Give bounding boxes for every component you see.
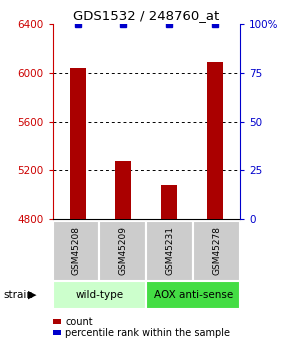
Text: AOX anti-sense: AOX anti-sense xyxy=(154,290,233,300)
Text: ▶: ▶ xyxy=(28,290,36,300)
Title: GDS1532 / 248760_at: GDS1532 / 248760_at xyxy=(73,9,219,22)
Bar xyxy=(52,281,146,309)
Text: GSM45208: GSM45208 xyxy=(71,226,80,276)
Text: percentile rank within the sample: percentile rank within the sample xyxy=(65,328,230,338)
Text: wild-type: wild-type xyxy=(75,290,123,300)
Bar xyxy=(116,161,131,219)
Bar xyxy=(52,221,99,281)
Text: GSM45209: GSM45209 xyxy=(118,226,127,276)
Text: GSM45278: GSM45278 xyxy=(212,226,221,276)
Bar xyxy=(99,221,146,281)
Bar xyxy=(146,281,240,309)
Bar xyxy=(207,62,223,219)
Bar xyxy=(193,221,240,281)
Bar xyxy=(161,185,177,219)
Bar xyxy=(70,68,86,219)
Text: GSM45231: GSM45231 xyxy=(165,226,174,276)
Text: strain: strain xyxy=(3,290,33,300)
Bar xyxy=(146,221,193,281)
Text: count: count xyxy=(65,317,93,326)
